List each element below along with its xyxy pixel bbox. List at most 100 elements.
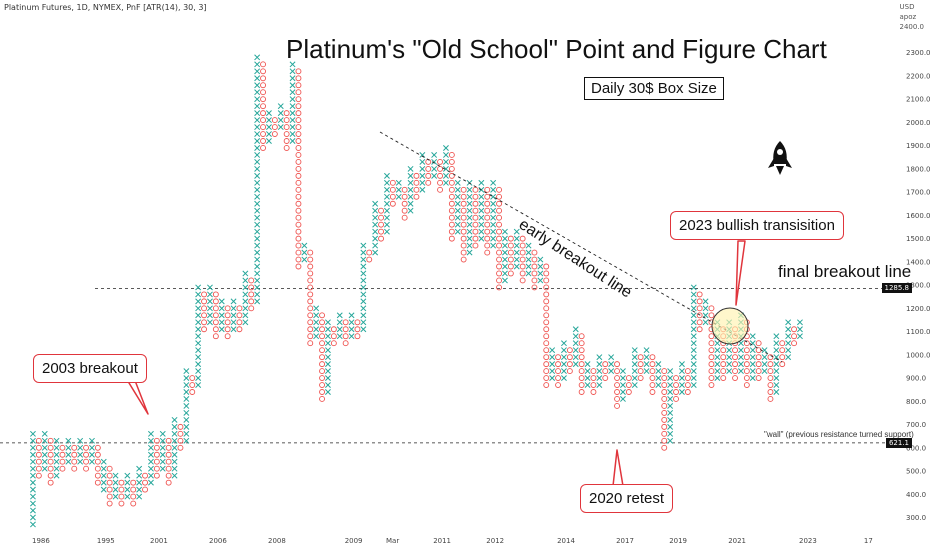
o-mark [448, 221, 455, 228]
x-mark [136, 479, 143, 486]
x-mark [254, 75, 261, 82]
x-mark [560, 375, 567, 382]
o-mark [319, 319, 325, 326]
x-mark [206, 305, 213, 312]
x-mark [53, 444, 60, 451]
x-mark [372, 249, 379, 256]
x-mark [549, 354, 556, 361]
x-mark [301, 242, 308, 249]
x-mark [289, 117, 296, 124]
x-mark [230, 312, 237, 319]
x-mark [171, 416, 178, 423]
o-mark [519, 249, 526, 256]
x-mark [643, 368, 650, 375]
x-mark [112, 472, 119, 479]
o-mark [543, 284, 550, 291]
x-mark [254, 214, 261, 221]
x-mark [324, 354, 331, 361]
x-mark [560, 368, 567, 375]
o-mark [566, 347, 573, 354]
o-mark [201, 312, 208, 319]
x-mark [773, 375, 780, 382]
x-mark [29, 521, 36, 528]
y-tick-label: 1400.0 [906, 258, 931, 266]
o-mark [708, 340, 715, 347]
x-tick-label: 2001 [150, 537, 168, 545]
x-mark [29, 472, 36, 479]
o-mark [743, 347, 750, 354]
x-mark [442, 145, 449, 151]
x-mark [431, 165, 438, 172]
o-mark [307, 249, 314, 256]
o-mark [496, 235, 502, 242]
x-mark [726, 361, 733, 368]
o-mark [295, 214, 302, 221]
o-mark [71, 465, 78, 472]
o-mark [212, 291, 219, 298]
x-mark [289, 110, 296, 117]
x-mark [112, 479, 119, 486]
o-mark [224, 312, 231, 319]
final-breakout-label: final breakout line [778, 262, 912, 281]
x-mark [171, 444, 178, 451]
o-mark [708, 382, 715, 388]
o-mark [106, 500, 113, 507]
o-mark [295, 68, 302, 75]
o-mark [767, 361, 774, 368]
o-mark [260, 110, 266, 117]
o-mark [224, 305, 231, 312]
x-mark [159, 465, 166, 472]
x-mark [383, 179, 390, 186]
x-mark [608, 361, 615, 368]
o-mark [413, 186, 420, 193]
o-mark [425, 158, 432, 165]
x-mark [454, 179, 461, 186]
x-mark [442, 165, 449, 172]
x-mark [596, 382, 603, 388]
o-mark [153, 472, 160, 479]
y-tick-label: 1300.0 [906, 282, 931, 290]
o-mark [578, 368, 585, 375]
o-mark [378, 235, 384, 242]
x-mark [419, 186, 426, 193]
o-mark [260, 96, 266, 103]
x-mark [773, 347, 780, 354]
x-mark [690, 291, 697, 298]
x-mark [785, 326, 792, 333]
o-mark [507, 249, 514, 256]
o-mark [649, 382, 656, 388]
x-mark [254, 68, 261, 75]
o-mark [425, 179, 432, 186]
x-mark [254, 186, 261, 193]
o-mark [684, 375, 691, 382]
x-mark [230, 326, 237, 333]
x-mark [490, 235, 497, 242]
x-mark [324, 333, 331, 340]
x-mark [100, 465, 107, 472]
x-mark [254, 131, 261, 137]
x-mark [572, 354, 579, 361]
o-mark [637, 361, 644, 368]
x-mark [206, 319, 213, 326]
x-mark [549, 347, 556, 354]
x-mark [501, 263, 508, 270]
callout-2023-bullish: 2023 bullish transisition [670, 211, 844, 240]
x-mark [147, 430, 154, 437]
x-mark [714, 375, 721, 382]
o-mark [543, 277, 550, 284]
o-mark [437, 186, 443, 193]
currency-unit: USD [899, 3, 915, 11]
o-mark [165, 472, 172, 479]
x-mark [454, 214, 461, 221]
x-mark [53, 465, 60, 472]
o-mark [330, 333, 337, 340]
x-mark [254, 228, 261, 235]
x-mark [537, 263, 544, 270]
x-mark [596, 375, 603, 382]
x-mark [124, 493, 131, 500]
x-mark [466, 242, 473, 249]
o-mark [307, 291, 314, 298]
o-mark [71, 444, 78, 451]
o-mark [319, 375, 325, 382]
x-mark [466, 249, 473, 256]
